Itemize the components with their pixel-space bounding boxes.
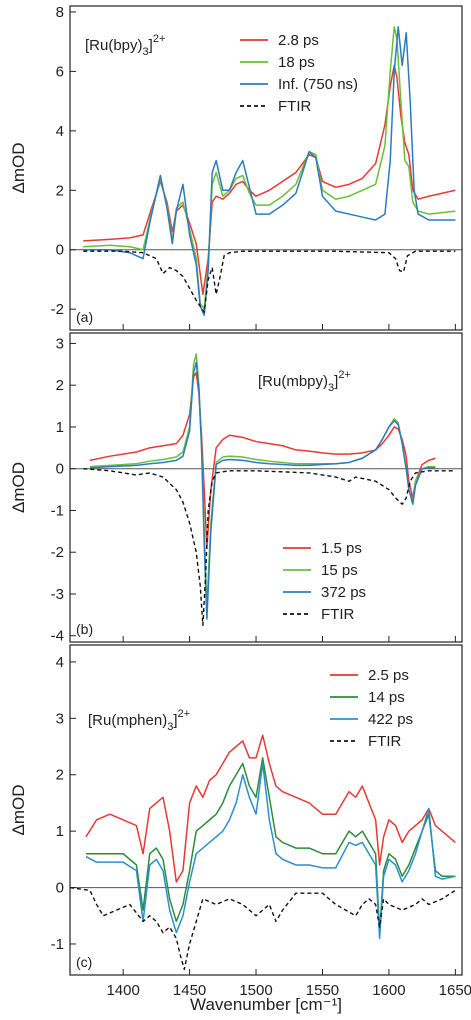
panel-3: -1 0 1 2 3 4 ΔmOD 1400 1450 1500 1550 1600 1650 Waven…	[9, 644, 471, 1014]
y-tick-label: -3	[51, 586, 64, 603]
series-line-4	[83, 468, 456, 626]
y-tick-label: 2	[56, 182, 64, 199]
series-line-3	[83, 26, 456, 316]
y-tick-label: -1	[51, 936, 64, 953]
legend-entry: 422 ps	[368, 711, 413, 728]
x-axis-title: Wavenumber [cm⁻¹]	[190, 995, 342, 1014]
y-tick-label: 0	[56, 461, 64, 478]
compound-base: [Ru(bpy)	[85, 37, 143, 54]
compound-base: [Ru(mphen)	[88, 712, 167, 729]
series-line-1	[83, 64, 456, 296]
legend: 2.5 ps 14 ps 422 ps FTIR	[330, 667, 413, 750]
series-line-4	[69, 886, 456, 971]
y-axis-title: ΔmOD	[9, 142, 28, 193]
y-tick-label: -1	[51, 502, 64, 519]
x-tick-label: 1450	[173, 982, 206, 999]
panel-label: (a)	[76, 309, 93, 325]
x-tick-label: 1650	[439, 982, 471, 999]
plot-frame	[69, 332, 463, 643]
y-tick-label: 3	[56, 335, 64, 352]
x-tick-label: 1400	[106, 982, 139, 999]
panel-1: -2 0 2 4 6 8 ΔmOD (a) [Ru(bpy)3]2+ 2.8 ps 18 ps Inf…	[9, 4, 463, 331]
legend-entry: FTIR	[368, 733, 401, 750]
legend-entry: Inf. (750 ns)	[278, 76, 358, 93]
panel-label: (c)	[76, 954, 92, 970]
y-tick-label: 3	[56, 710, 64, 727]
compound-label: [Ru(bpy)3]2+	[85, 33, 165, 58]
legend-entry: 2.5 ps	[368, 667, 409, 684]
x-tick-label: 1600	[372, 982, 405, 999]
compound-superscript: 2+	[153, 33, 166, 45]
legend-entry: FTIR	[278, 98, 311, 115]
panel-label: (b)	[76, 621, 93, 637]
x-tick-label: 1500	[239, 982, 272, 999]
y-tick-label: -2	[51, 301, 64, 318]
legend-entry: 2.8 ps	[278, 32, 319, 49]
y-tick-label: 4	[56, 123, 64, 140]
series-line-3	[85, 762, 456, 940]
legend: 1.5 ps 15 ps 372 ps FTIR	[283, 540, 366, 623]
y-tick-label: 6	[56, 63, 64, 80]
y-axis-title: ΔmOD	[9, 784, 28, 835]
compound-close: ]	[149, 37, 153, 54]
compound-base: [Ru(mbpy)	[258, 373, 328, 390]
compound-superscript: 2+	[178, 708, 191, 720]
legend-entry: 15 ps	[321, 562, 358, 579]
y-tick-label: 1	[56, 823, 64, 840]
series-line-2	[89, 353, 436, 608]
compound-close: ]	[173, 712, 177, 729]
y-axis-title: ΔmOD	[9, 462, 28, 513]
compound-superscript: 2+	[338, 369, 351, 381]
plot-frame	[69, 644, 463, 976]
legend-entry: 18 ps	[278, 54, 315, 71]
series-line-1	[85, 734, 456, 883]
compound-subscript: 3	[143, 46, 149, 58]
y-tick-label: 8	[56, 4, 64, 21]
series-line-3	[89, 361, 436, 620]
y-tick-label: 2	[56, 377, 64, 394]
series-line-2	[85, 757, 456, 934]
y-tick-label: 4	[56, 654, 64, 671]
compound-subscript: 3	[328, 382, 334, 394]
y-tick-label: 0	[56, 880, 64, 897]
y-tick-label: 2	[56, 767, 64, 784]
y-tick-label: 1	[56, 419, 64, 436]
plot-frame	[69, 5, 463, 331]
compound-label: [Ru(mphen)3]2+	[88, 708, 190, 733]
y-tick-label: 0	[56, 242, 64, 259]
legend-entry: 372 ps	[321, 584, 366, 601]
series-line-2	[83, 26, 456, 310]
x-tick-label: 1550	[306, 982, 339, 999]
series-line-4	[83, 250, 456, 313]
legend: 2.8 ps 18 ps Inf. (750 ns) FTIR	[240, 32, 358, 115]
compound-label: [Ru(mbpy)3]2+	[258, 369, 351, 394]
legend-entry: 14 ps	[368, 689, 405, 706]
y-tick-label: -4	[51, 628, 64, 645]
series-line-1	[89, 371, 436, 549]
legend-entry: FTIR	[321, 606, 354, 623]
compound-close: ]	[334, 373, 338, 390]
compound-subscript: 3	[167, 721, 173, 733]
legend-entry: 1.5 ps	[321, 540, 362, 557]
y-tick-label: -2	[51, 544, 64, 561]
